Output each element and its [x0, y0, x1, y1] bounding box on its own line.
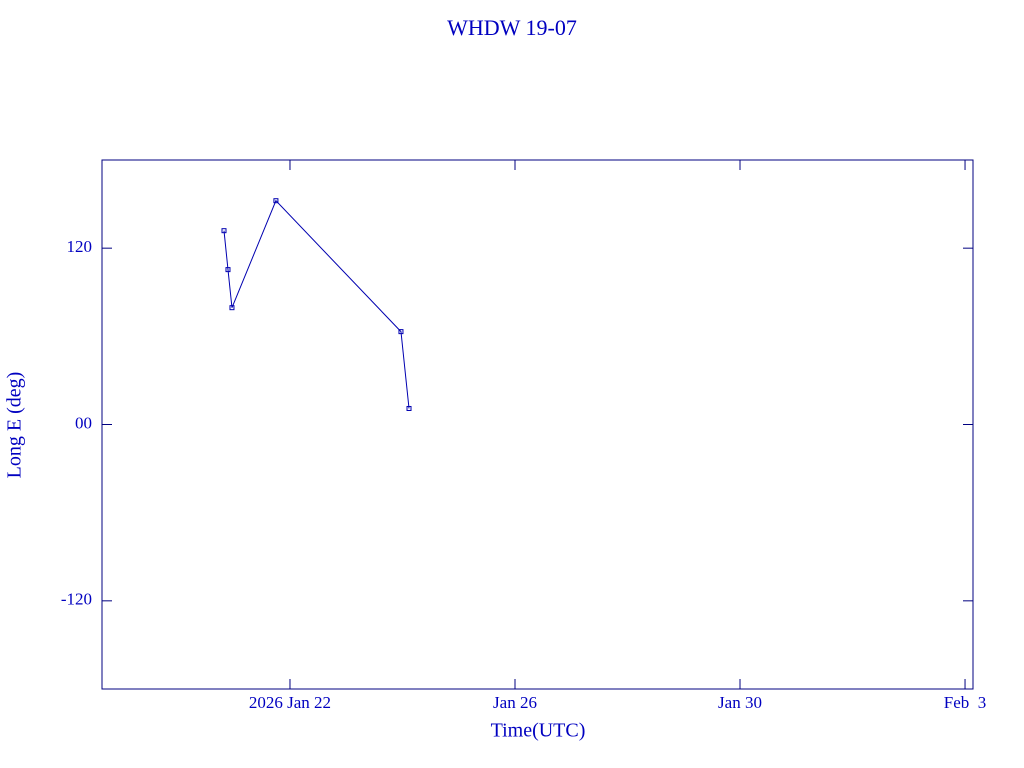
x-tick-label: Feb 3	[944, 693, 987, 712]
x-tick-label: 2026 Jan 22	[249, 693, 331, 712]
y-tick-label: -120	[61, 590, 92, 609]
y-tick-label: 120	[67, 237, 93, 256]
point-marker	[221, 228, 227, 234]
point-marker	[225, 267, 231, 273]
y-axis-label: Long E (deg)	[4, 372, 26, 479]
point-marker	[229, 305, 235, 311]
point-marker	[273, 198, 279, 204]
point-marker	[398, 329, 404, 335]
x-axis-label: Time(UTC)	[491, 720, 586, 742]
y-tick-label: 00	[75, 413, 92, 432]
x-tick-label: Jan 30	[718, 693, 762, 712]
point-marker	[406, 405, 412, 411]
series-line	[223, 199, 410, 409]
x-tick-label: Jan 26	[493, 693, 537, 712]
chart-title: WHDW 19-07	[447, 15, 577, 40]
